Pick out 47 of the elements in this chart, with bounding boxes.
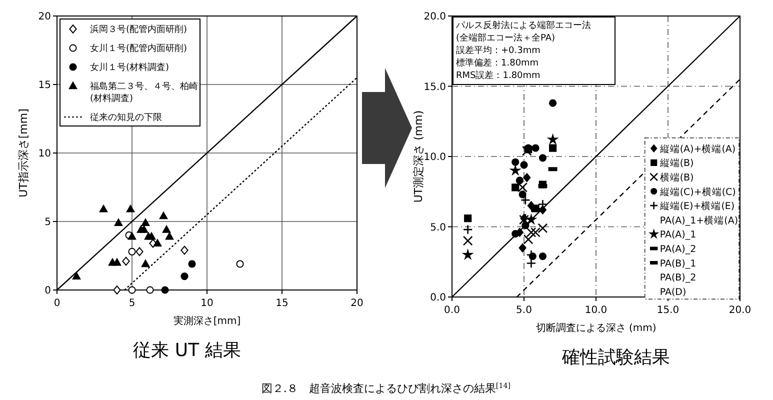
x-tick-label: 15.0 bbox=[656, 305, 680, 316]
x-tick-label: 5.0 bbox=[516, 305, 532, 316]
legend-label: 縦端(E)+横端(E) bbox=[658, 200, 735, 212]
legend-label: PA(B)_1 bbox=[660, 258, 696, 270]
x-axis-title: 切断調査による深さ (mm) bbox=[536, 322, 656, 334]
text: 従来 UT 結果 bbox=[133, 340, 241, 361]
legend-label: 福島第二３号、４号、柏崎 (材料調査) bbox=[90, 81, 198, 104]
legend-label: 浜岡３号(配管内面研削) bbox=[90, 24, 188, 35]
y-tick-label: 15 bbox=[38, 80, 51, 91]
y-tick-label: 15.0 bbox=[424, 82, 446, 93]
x-axis-title: 実測深さ[mm] bbox=[173, 315, 241, 327]
legend-label: 縦端(B) bbox=[658, 157, 694, 170]
y-tick-label: 5 bbox=[44, 217, 51, 228]
text: PA(B)_2 bbox=[660, 272, 696, 284]
legend-label: 縦端(C)+横端(C) bbox=[658, 186, 736, 198]
y-tick-label: 10.0 bbox=[424, 152, 446, 163]
annotation: (全端部エコー法＋全PA) bbox=[456, 32, 556, 44]
x-tick-label: 10 bbox=[200, 298, 214, 309]
y-tick-label: 0 bbox=[44, 286, 51, 296]
y-axis-title: UT測定深さ (mm) bbox=[412, 110, 425, 203]
x-tick-label: 20.0 bbox=[728, 305, 752, 316]
legend-label: 女川１号(材料調査) bbox=[90, 62, 170, 73]
legend-label: 縦端(A)+横端(A) bbox=[658, 142, 736, 155]
x-tick-label: 20 bbox=[350, 298, 364, 309]
text: PA(D) bbox=[660, 286, 686, 298]
y-tick-label: 20.0 bbox=[424, 12, 446, 22]
annotation: 誤差平均：+0.3mm bbox=[456, 45, 540, 56]
text: PA(A)_1+横端(A) bbox=[660, 214, 738, 226]
legend-label: 従来の知見の下限 bbox=[90, 112, 162, 123]
y-tick-label: 20 bbox=[38, 12, 51, 22]
annotation: RMS誤差：1.80mm bbox=[456, 70, 540, 81]
x-tick-label: 0 bbox=[54, 298, 60, 309]
x-tick-label: 0.0 bbox=[444, 305, 460, 316]
y-tick-label: 10 bbox=[38, 148, 51, 160]
x-tick-label: 10.0 bbox=[584, 305, 608, 316]
legend-label: PA(A)_1 bbox=[660, 230, 696, 241]
text: 確性試験結果 bbox=[561, 347, 670, 368]
y-tick-label: 5.0 bbox=[430, 222, 446, 234]
legend-label: 女川１号(配管内面研削) bbox=[90, 43, 188, 54]
annotation: パルス反射法による端部エコー法 bbox=[455, 20, 591, 31]
caption: 図２.８ 超音波検査によるひび割れ深さの結果$^{[14]}$ bbox=[261, 380, 511, 395]
legend-label: 横端(B) bbox=[660, 171, 694, 184]
y-axis-title: UT指示深さ[mm] bbox=[17, 108, 30, 198]
x-tick-label: 5 bbox=[128, 298, 136, 309]
annotation: 標準偏差：1.80mm bbox=[456, 58, 539, 68]
legend-label: PA(A)_2 bbox=[660, 244, 696, 255]
x-tick-label: 15 bbox=[276, 298, 288, 309]
